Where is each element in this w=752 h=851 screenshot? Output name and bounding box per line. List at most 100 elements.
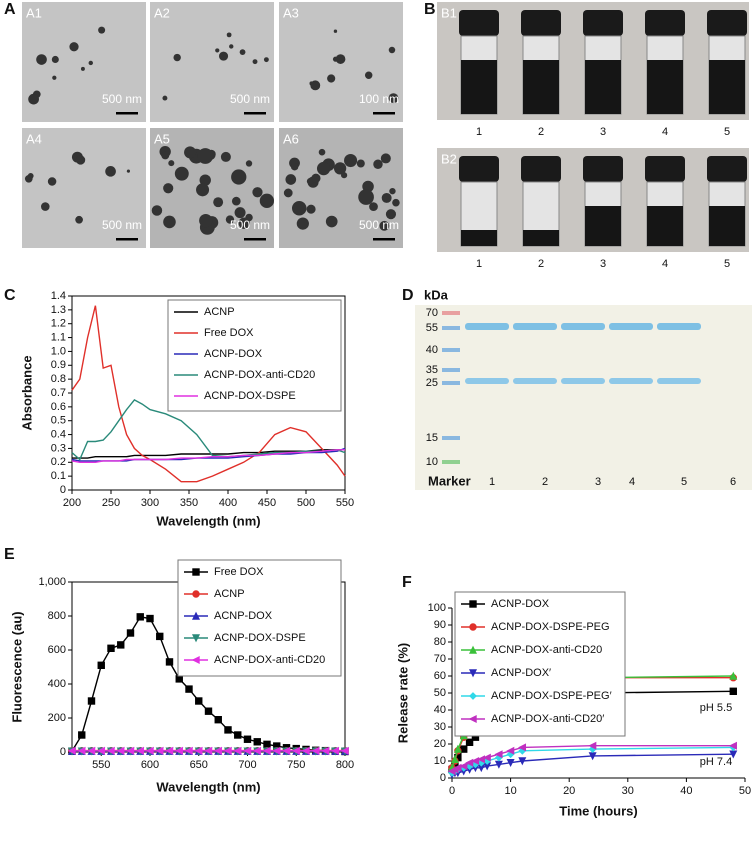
x-tick-label: 550 bbox=[92, 759, 110, 771]
marker-band bbox=[442, 460, 460, 464]
particle bbox=[335, 54, 346, 64]
x-axis-label: Wavelength (nm) bbox=[156, 779, 260, 794]
y-tick-label: 1.4 bbox=[51, 290, 66, 302]
x-tick-label: 700 bbox=[238, 759, 256, 771]
legend-marker bbox=[468, 669, 478, 678]
legend-marker bbox=[192, 568, 200, 576]
particle bbox=[291, 201, 307, 216]
data-point bbox=[311, 746, 320, 755]
legend-label: ACNP-DOX-anti-CD20 bbox=[491, 644, 602, 656]
particle bbox=[379, 220, 390, 231]
x-tick-label: 550 bbox=[336, 497, 354, 509]
particle bbox=[252, 187, 263, 198]
vial-liquid bbox=[461, 60, 497, 114]
x-tick-label: 0 bbox=[449, 785, 455, 797]
y-tick-label: 1.2 bbox=[51, 318, 66, 330]
data-point bbox=[233, 746, 242, 755]
data-point bbox=[729, 687, 737, 695]
data-point bbox=[78, 731, 86, 739]
particle bbox=[318, 148, 326, 156]
particle bbox=[333, 162, 347, 175]
data-point bbox=[146, 614, 154, 623]
scale-bar bbox=[116, 112, 138, 115]
vial-liquid bbox=[461, 230, 497, 246]
data-point bbox=[262, 746, 271, 755]
y-tick-label: 0.6 bbox=[51, 401, 66, 413]
legend-marker bbox=[192, 590, 200, 598]
data-point bbox=[107, 644, 115, 652]
legend-label: ACNP-DOX-DSPE bbox=[204, 390, 296, 402]
legend-label: ACNP-DOX-DSPE-PEG bbox=[491, 621, 610, 633]
legend-marker bbox=[468, 714, 477, 724]
particle bbox=[69, 42, 79, 52]
y-tick-label: 0.4 bbox=[51, 428, 66, 440]
particle bbox=[75, 155, 86, 165]
y-tick-label: 0.5 bbox=[51, 415, 66, 427]
legend-marker bbox=[191, 611, 201, 620]
vial-label: 2 bbox=[538, 126, 544, 138]
data-point bbox=[243, 746, 252, 755]
x-axis-label: Wavelength (nm) bbox=[156, 513, 260, 528]
x-tick-label: 30 bbox=[622, 785, 634, 797]
x-tick-label: 250 bbox=[102, 497, 120, 509]
particle bbox=[98, 26, 106, 34]
data-point bbox=[155, 746, 164, 755]
data-point bbox=[506, 746, 515, 755]
protein-band bbox=[561, 378, 605, 384]
particle bbox=[238, 217, 250, 229]
particle bbox=[220, 151, 231, 162]
legend-label: Free DOX bbox=[204, 327, 254, 339]
particle bbox=[283, 188, 293, 198]
y-tick-label: 1.3 bbox=[51, 304, 66, 316]
data-point bbox=[471, 756, 480, 766]
image-label: A5 bbox=[154, 131, 170, 146]
marker-label: 15 bbox=[426, 432, 438, 444]
legend-marker bbox=[469, 623, 477, 631]
legend-label: ACNP-DOX-DSPE bbox=[214, 632, 306, 644]
legend-marker bbox=[191, 655, 200, 665]
y-tick-label: 600 bbox=[48, 644, 66, 656]
data-point bbox=[728, 741, 737, 750]
y-axis-label: Fluorescence (au) bbox=[9, 611, 24, 722]
legend-label: ACNP bbox=[214, 588, 245, 600]
x-tick-label: 650 bbox=[190, 759, 208, 771]
x-axis-label: Time (hours) bbox=[559, 803, 638, 818]
protein-band bbox=[465, 378, 509, 384]
data-point bbox=[224, 726, 232, 734]
particle bbox=[381, 192, 392, 203]
particle bbox=[36, 54, 47, 65]
image-label: A2 bbox=[154, 5, 170, 20]
gel bbox=[415, 305, 752, 490]
particle bbox=[373, 159, 383, 169]
scale-label: 500 nm bbox=[102, 92, 142, 106]
data-point bbox=[185, 685, 193, 693]
series-line bbox=[72, 449, 345, 459]
marker-band bbox=[442, 348, 460, 352]
particle bbox=[392, 198, 400, 207]
particle bbox=[199, 213, 213, 228]
annotation: pH 5.5 bbox=[700, 702, 732, 714]
vial-liquid bbox=[647, 60, 683, 114]
particle bbox=[380, 153, 391, 164]
data-point bbox=[223, 746, 232, 755]
marker-band bbox=[442, 381, 460, 385]
data-point bbox=[106, 746, 115, 755]
protein-band bbox=[657, 323, 701, 330]
y-tick-label: 0.8 bbox=[51, 373, 66, 385]
y-tick-label: 30 bbox=[434, 721, 446, 733]
data-point bbox=[588, 741, 597, 750]
x-tick-label: 350 bbox=[180, 497, 198, 509]
scale-bar bbox=[116, 238, 138, 241]
particle bbox=[344, 154, 358, 168]
panel-label: C bbox=[4, 287, 16, 304]
image-label: A3 bbox=[283, 5, 299, 20]
vial-cap bbox=[583, 10, 623, 36]
particle bbox=[385, 209, 397, 220]
y-tick-label: 20 bbox=[434, 738, 446, 750]
x-tick-label: 50 bbox=[739, 785, 751, 797]
legend-label: ACNP-DOX bbox=[204, 348, 263, 360]
particle bbox=[239, 49, 246, 56]
protein-band bbox=[609, 378, 653, 384]
y-tick-label: 0.9 bbox=[51, 359, 66, 371]
particle bbox=[285, 174, 297, 185]
